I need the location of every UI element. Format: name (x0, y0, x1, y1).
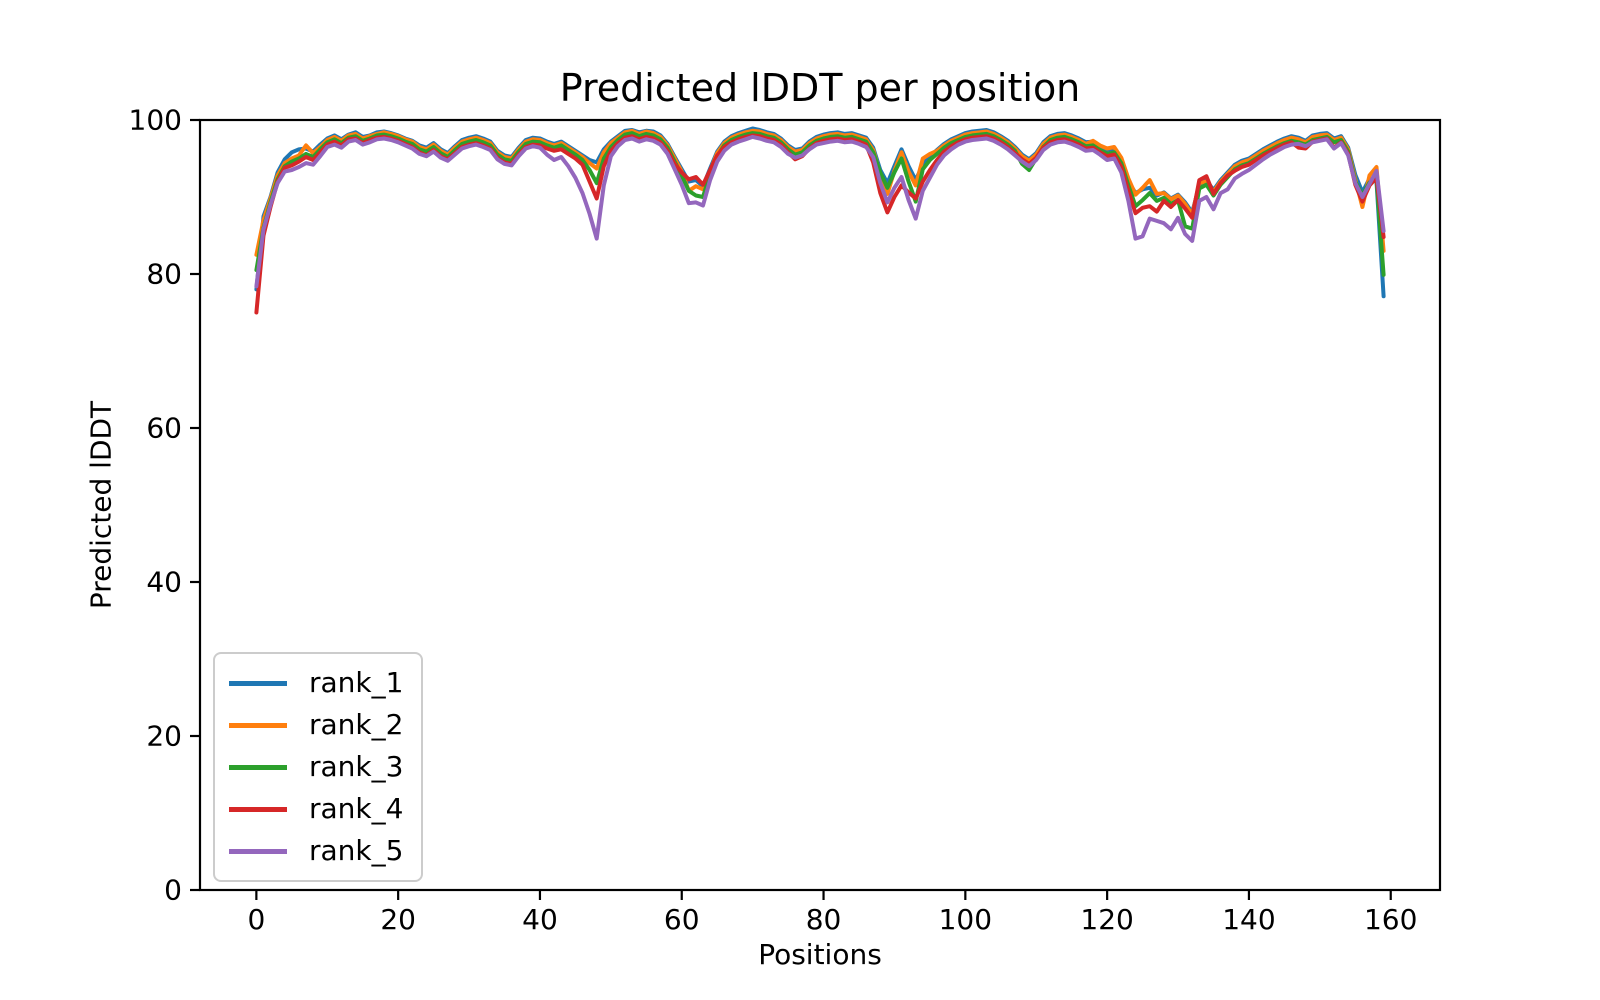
series-line-rank_5 (254, 134, 1386, 289)
legend-swatch-rank-2 (229, 722, 287, 728)
legend-item-rank-4: rank_4 (229, 788, 403, 830)
legend: rank_1 rank_2 rank_3 rank_4 rank_5 (213, 652, 424, 882)
legend-swatch-rank-1 (229, 680, 287, 686)
legend-label-rank-1: rank_1 (309, 666, 404, 699)
y-tick-label: 20 (146, 720, 182, 753)
legend-label-rank-4: rank_4 (309, 792, 404, 825)
legend-label-rank-5: rank_5 (309, 834, 404, 867)
x-tick-label: 100 (939, 903, 992, 936)
y-tick-label: 60 (146, 412, 182, 445)
y-axis-label: Predicted lDDT (84, 400, 118, 610)
x-tick-label: 20 (380, 903, 416, 936)
legend-item-rank-2: rank_2 (229, 704, 403, 746)
x-axis-label: Positions (758, 938, 882, 971)
legend-label-rank-2: rank_2 (309, 708, 404, 741)
chart-title: Predicted lDDT per position (559, 66, 1081, 110)
x-tick-label: 80 (806, 903, 842, 936)
x-tick-label: 0 (247, 903, 265, 936)
series-line-rank_4 (254, 133, 1386, 315)
x-tick-label: 120 (1080, 903, 1133, 936)
y-tick-label: 0 (164, 874, 182, 907)
legend-item-rank-1: rank_1 (229, 662, 403, 704)
y-tick-label: 40 (146, 566, 182, 599)
legend-label-rank-3: rank_3 (309, 750, 404, 783)
x-tick-label: 140 (1222, 903, 1275, 936)
x-tick-label: 160 (1364, 903, 1417, 936)
legend-swatch-rank-3 (229, 764, 287, 770)
x-tick-label: 60 (664, 903, 700, 936)
legend-swatch-rank-5 (229, 848, 287, 854)
y-tick-label: 100 (129, 104, 182, 137)
x-tick-label: 40 (522, 903, 558, 936)
legend-item-rank-5: rank_5 (229, 830, 403, 872)
axes-spines (198, 118, 1442, 892)
legend-swatch-rank-4 (229, 806, 287, 812)
y-tick-label: 80 (146, 258, 182, 291)
legend-item-rank-3: rank_3 (229, 746, 403, 788)
